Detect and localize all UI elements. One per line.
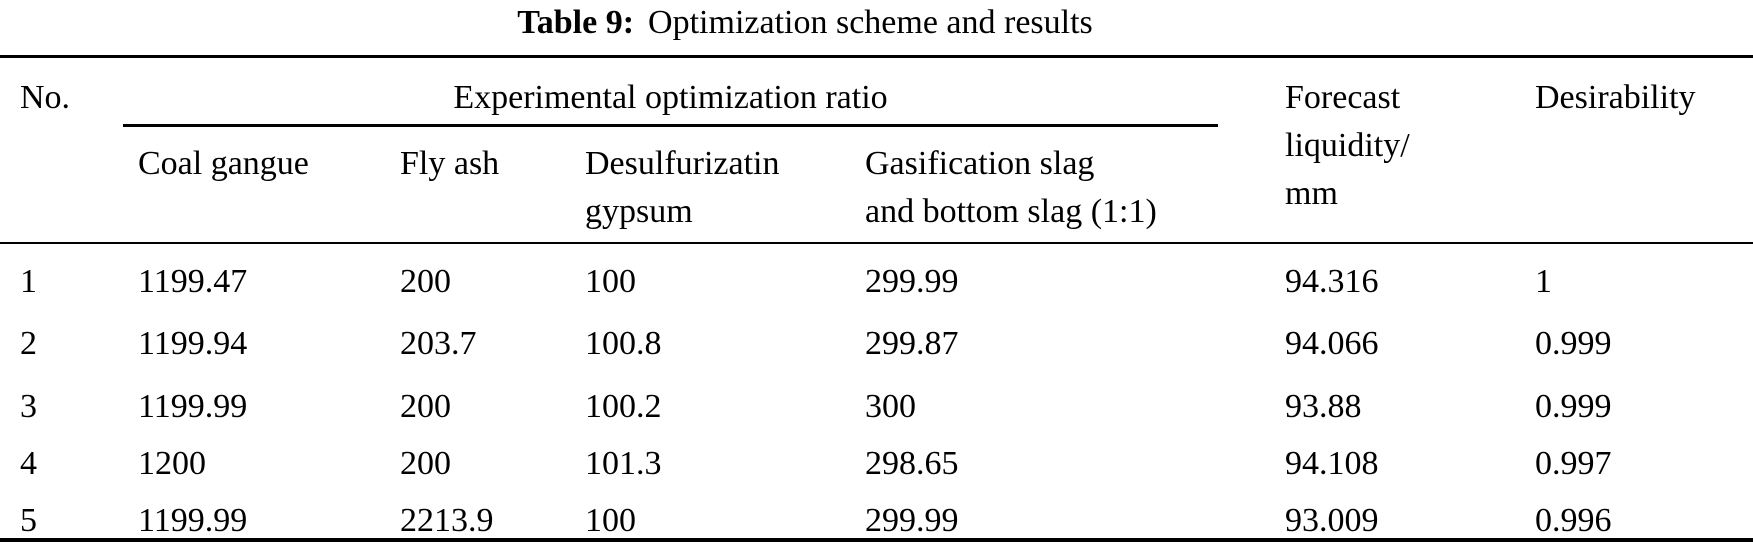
column-header-no: No.: [20, 79, 71, 116]
cell-gasification-slag: 299.99: [865, 502, 959, 539]
cell-fly-ash: 203.7: [400, 325, 477, 362]
column-header-forecast-liquidity: Forecast liquidity/ mm: [1285, 74, 1410, 218]
cell-gasification-slag: 300: [865, 388, 916, 425]
column-header-coal-gangue: Coal gangue: [138, 145, 309, 182]
cell-coal-gangue: 1199.99: [138, 502, 248, 539]
gasification-header-line-2: and bottom slag (1:1): [865, 193, 1157, 230]
gasification-header-line-1: Gasification slag: [865, 145, 1095, 182]
cell-desulfurization-gypsum: 100.8: [585, 325, 662, 362]
cell-forecast-liquidity: 94.316: [1285, 263, 1379, 300]
cell-no: 1: [20, 263, 37, 300]
cell-coal-gangue: 1200: [138, 445, 206, 482]
top-rule: [0, 55, 1753, 58]
cell-no: 5: [20, 502, 37, 539]
cell-forecast-liquidity: 94.108: [1285, 445, 1379, 482]
cell-desulfurization-gypsum: 100.2: [585, 388, 662, 425]
table-row: 4 1200 200 101.3 298.65 94.108 0.997: [0, 440, 1753, 488]
cell-desirability: 0.999: [1535, 325, 1612, 362]
table-row: 2 1199.94 203.7 100.8 299.87 94.066 0.99…: [0, 320, 1753, 368]
cell-coal-gangue: 1199.94: [138, 325, 248, 362]
table-row: 5 1199.99 2213.9 100 299.99 93.009 0.996: [0, 497, 1753, 545]
table-caption-number: Table 9:: [517, 4, 635, 41]
table-caption: Table 9: Optimization scheme and results: [0, 4, 1610, 42]
cell-desirability: 0.996: [1535, 502, 1612, 539]
column-header-spanner: Experimental optimization ratio: [453, 79, 888, 116]
cell-forecast-liquidity: 94.066: [1285, 325, 1379, 362]
header-body-divider-rule: [0, 242, 1753, 244]
cell-desirability: 1: [1535, 263, 1552, 300]
column-header-fly-ash: Fly ash: [400, 145, 500, 182]
cell-desirability: 0.997: [1535, 445, 1612, 482]
desulfurization-header-line-1: Desulfurizatin: [585, 145, 780, 182]
cell-coal-gangue: 1199.47: [138, 263, 248, 300]
cell-desulfurization-gypsum: 100: [585, 263, 636, 300]
table-caption-title: Optimization scheme and results: [648, 4, 1093, 41]
cell-gasification-slag: 298.65: [865, 445, 959, 482]
column-header-desulfurization-gypsum: Desulfurizatin gypsum: [585, 140, 780, 236]
table-row: 1 1199.47 200 100 299.99 94.316 1: [0, 258, 1753, 306]
cell-no: 3: [20, 388, 37, 425]
cell-fly-ash: 200: [400, 445, 451, 482]
column-header-desirability: Desirability: [1535, 79, 1696, 116]
cell-forecast-liquidity: 93.88: [1285, 388, 1362, 425]
cell-no: 4: [20, 445, 37, 482]
cell-desirability: 0.999: [1535, 388, 1612, 425]
table-row: 3 1199.99 200 100.2 300 93.88 0.999: [0, 383, 1753, 431]
cell-no: 2: [20, 325, 37, 362]
cell-desulfurization-gypsum: 101.3: [585, 445, 662, 482]
cell-gasification-slag: 299.99: [865, 263, 959, 300]
cell-forecast-liquidity: 93.009: [1285, 502, 1379, 539]
forecast-header-line-3: mm: [1285, 175, 1338, 212]
forecast-header-line-1: Forecast: [1285, 79, 1401, 116]
desulfurization-header-line-2: gypsum: [585, 193, 693, 230]
column-header-gasification-slag: Gasification slag and bottom slag (1:1): [865, 140, 1157, 236]
cell-gasification-slag: 299.87: [865, 325, 959, 362]
cell-fly-ash: 2213.9: [400, 502, 494, 539]
cell-fly-ash: 200: [400, 263, 451, 300]
bottom-rule: [0, 538, 1753, 542]
forecast-header-line-2: liquidity/: [1285, 127, 1410, 164]
cell-desulfurization-gypsum: 100: [585, 502, 636, 539]
cell-coal-gangue: 1199.99: [138, 388, 248, 425]
spanner-underline-rule: [123, 124, 1218, 127]
cell-fly-ash: 200: [400, 388, 451, 425]
